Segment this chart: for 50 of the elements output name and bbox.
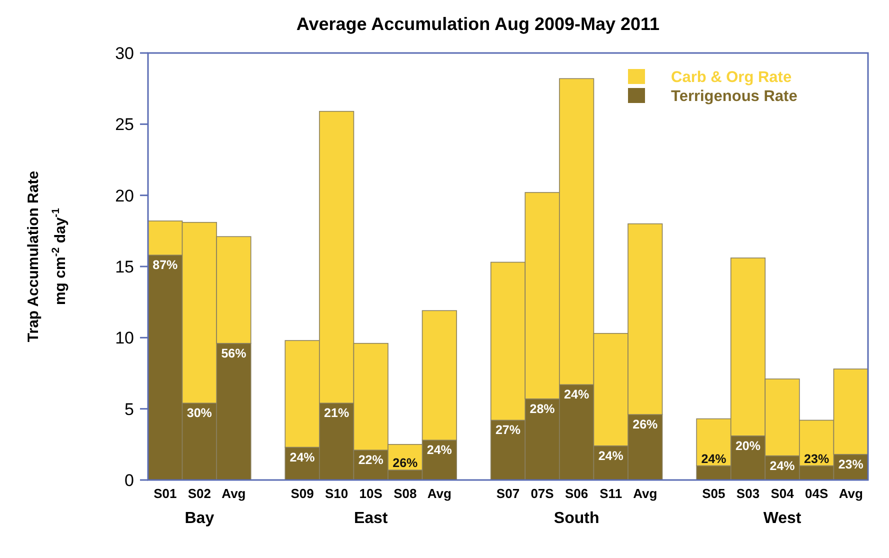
annotation: 24% [426,443,452,458]
legend-label: Carb & Org Rate [671,69,792,86]
y-tick-label: 0 [124,471,134,490]
x-tick-label: S09 [290,486,314,501]
annotation: 26% [632,418,658,432]
x-tick-label: S01 [154,486,177,501]
legend-label: Terrigenous Rate [671,88,798,105]
x-tick-label: 07S [530,486,554,501]
annotation: 23% [838,457,864,472]
annotation: 28% [530,402,555,416]
y-tick-label: 5 [124,400,134,419]
y-tick-label: 20 [115,186,134,206]
chart-title: Average Accumulation Aug 2009-May 2011 [296,14,660,34]
x-tick-label: Avg [633,486,658,501]
annotation: 23% [804,452,830,466]
text: Bay [184,510,214,527]
annotation: 24% [770,458,795,473]
text: South [554,510,600,527]
x-tick-label: 04S [805,486,828,501]
y-tick-label: 10 [115,328,134,348]
x-tick-label: S02 [188,486,211,501]
x-tick-label: S05 [702,486,726,501]
annotation: 20% [735,438,761,453]
x-tick-label: S04 [770,486,795,501]
annotation: 27% [495,423,521,438]
annotation: 56% [221,346,246,360]
x-tick-label: S11 [600,486,622,501]
x-tick-label: Avg [427,486,452,501]
x-tick-label: 10S [359,486,383,501]
x-tick-label: Avg [838,486,863,501]
x-tick-label: S07 [496,486,520,501]
annotation: 24% [564,388,590,402]
x-tick-label: S08 [394,486,417,501]
text: West [763,510,802,527]
x-tick-label: S06 [565,486,588,501]
annotation: 24% [290,450,315,464]
annotation: 24% [598,448,624,463]
y-tick-label: 15 [115,258,134,276]
annotation: 21% [324,406,350,420]
annotation: 87% [152,258,178,272]
text: East [354,510,388,527]
x-tick-label: S03 [736,486,760,501]
annotation: 26% [392,456,418,470]
annotation: 24% [701,452,726,466]
x-tick-label: S10 [325,486,348,501]
y-tick-label: 25 [115,115,134,134]
annotation: 22% [358,453,384,468]
x-tick-label: Avg [222,486,246,501]
annotation: 30% [186,406,212,420]
y-tick-label: 30 [115,44,134,63]
